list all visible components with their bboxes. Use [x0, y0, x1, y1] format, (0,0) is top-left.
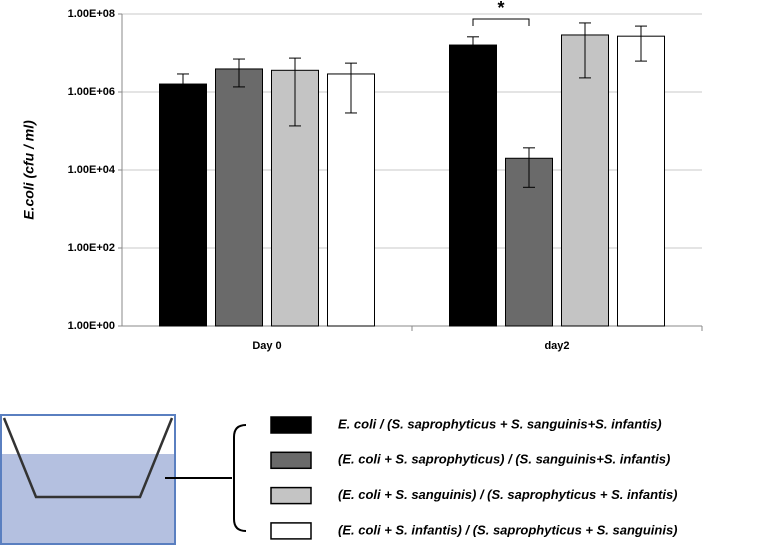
insert [2, 417, 174, 499]
legend-swatch [270, 451, 312, 470]
bar [159, 83, 207, 327]
legend-label: (E. coli + S. infantis) / (S. saprophyti… [338, 522, 678, 537]
y-tick-label: 1.00E+02 [68, 242, 115, 254]
significance-bracket [472, 18, 530, 26]
bar [449, 44, 497, 327]
bar [617, 35, 665, 327]
legend-swatch [270, 522, 312, 540]
bar [215, 68, 263, 327]
legend-swatch [270, 486, 312, 505]
well-liquid [1, 454, 175, 544]
bracket [233, 424, 247, 532]
legend-label: (E. coli + S. sanguinis) / (S. saprophyt… [338, 487, 678, 502]
legend-label: (E. coli + S. saprophyticus) / (S. sangu… [338, 452, 670, 467]
legend-swatch [270, 416, 312, 434]
y-tick-label: 1.00E+08 [68, 8, 115, 20]
y-tick-label: 1.00E+04 [68, 164, 116, 176]
y-axis-label: E.coli (cfu / ml) [21, 120, 37, 220]
well [0, 414, 176, 545]
y-tick-label: 1.00E+00 [68, 320, 115, 332]
annotation: * [497, 0, 504, 18]
x-tick-label: Day 0 [252, 340, 281, 352]
bar [561, 34, 609, 327]
y-tick-label: 1.00E+06 [68, 86, 115, 98]
x-tick-label: day2 [544, 340, 569, 352]
legend-label: E. coli / (S. saprophyticus + S. sanguin… [338, 416, 662, 431]
